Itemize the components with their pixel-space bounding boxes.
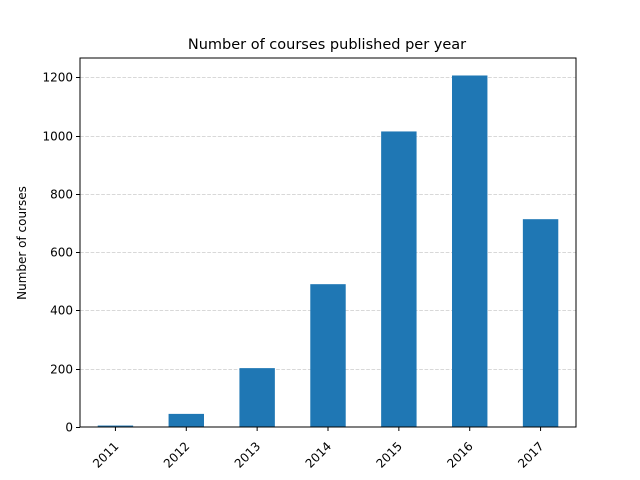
x-tick-label: 2013: [232, 439, 263, 470]
y-tick-label: 600: [50, 246, 73, 260]
gridlines: [80, 77, 576, 370]
x-tick-label: 2014: [303, 439, 334, 470]
y-tick-label: 1200: [42, 71, 73, 85]
y-tick-label: 800: [50, 188, 73, 202]
y-axis-ticks: 0 200 400 600 800 1000 1200: [42, 71, 80, 435]
bar-2016: [452, 75, 488, 427]
bar-2011: [97, 425, 134, 427]
chart-title: Number of courses published per year: [188, 37, 466, 53]
x-tick-label: 2011: [90, 439, 121, 470]
bar-2013: [239, 368, 275, 427]
x-tick-label: 2016: [444, 439, 475, 470]
y-tick-label: 0: [65, 421, 73, 435]
bar-2015: [381, 131, 417, 427]
y-tick-label: 400: [50, 304, 73, 318]
x-tick-label: 2015: [373, 439, 404, 470]
x-axis-ticks: 2011 2012 2013 2014 2015 2016 2017: [90, 427, 547, 471]
bar-2012: [168, 413, 204, 427]
y-axis-label: Number of courses: [15, 186, 29, 300]
y-tick-label: 200: [50, 363, 73, 377]
x-tick-label: 2017: [515, 439, 546, 470]
bar-2017: [522, 219, 559, 427]
bar-2014: [310, 284, 346, 427]
bars: [97, 75, 559, 427]
y-tick-label: 1000: [42, 130, 73, 144]
x-tick-label: 2012: [161, 439, 192, 470]
